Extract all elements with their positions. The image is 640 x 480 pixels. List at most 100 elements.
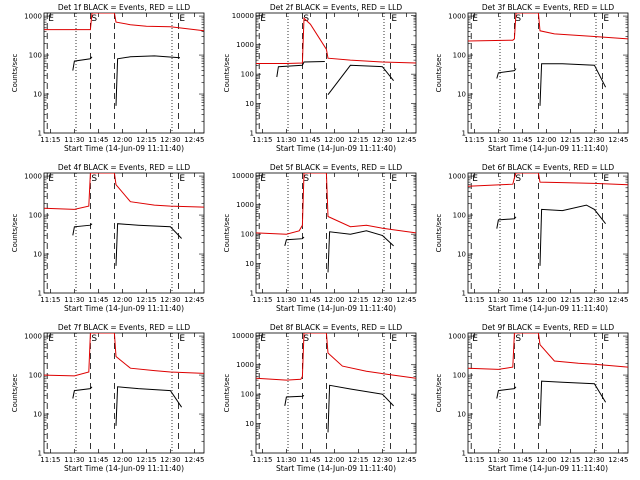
series-line-lld — [44, 333, 204, 377]
series-line-lld — [256, 173, 416, 235]
x-tick-label: 12:00 — [324, 296, 344, 304]
plot-frame — [467, 12, 629, 134]
panel-8: Det 8f BLACK = Events, RED = LLD 11:15 11:… — [223, 323, 416, 473]
marker-label: S — [303, 334, 309, 344]
x-tick-label: 12:30 — [160, 296, 180, 304]
y-tick-label: 1000 — [24, 173, 42, 181]
series-line-events — [496, 204, 606, 266]
x-tick-label: 11:15 — [464, 456, 484, 464]
y-tick-label: 1000 — [448, 333, 466, 341]
x-axis-label: Start Time (14-Jun-09 11:11:40) — [488, 304, 608, 313]
x-tick-label: 12:00 — [112, 296, 132, 304]
x-tick-label: 11:15 — [40, 456, 60, 464]
x-tick-label: 12:15 — [560, 456, 580, 464]
panel-6: Det 6f BLACK = Events, RED = LLD 11:15 11:… — [435, 163, 628, 313]
series-line-lld — [256, 17, 416, 64]
y-tick-label: 100 — [453, 372, 466, 380]
series-line-lld — [44, 13, 204, 32]
x-axis-label: Start Time (14-Jun-09 11:11:40) — [64, 464, 184, 473]
marker-label: S — [303, 174, 309, 184]
marker-label: E — [48, 14, 54, 24]
x-tick-label: 12:30 — [584, 456, 604, 464]
x-tick-label: 11:30 — [64, 136, 84, 144]
chart-title: Det 5f BLACK = Events, RED = LLD — [270, 163, 403, 172]
y-axis-label: Counts/sec — [11, 54, 19, 93]
x-tick-label: 12:00 — [112, 456, 132, 464]
plot-frame — [43, 12, 205, 134]
x-tick-label: 11:15 — [464, 136, 484, 144]
y-tick-label: 10 — [245, 100, 254, 108]
x-tick-label: 12:00 — [536, 456, 556, 464]
x-tick-label: 12:30 — [372, 296, 392, 304]
x-axis-label: Start Time (14-Jun-09 11:11:40) — [276, 144, 396, 153]
x-tick-label: 12:45 — [608, 296, 628, 304]
marker-label: S — [515, 14, 521, 24]
panel-9: Det 9f BLACK = Events, RED = LLD 11:15 11:… — [435, 323, 628, 473]
x-tick-label: 11:45 — [512, 296, 532, 304]
x-axis-label: Start Time (14-Jun-09 11:11:40) — [64, 144, 184, 153]
y-tick-label: 100 — [29, 212, 42, 220]
y-tick-label: 10000 — [232, 332, 254, 340]
x-tick-label: 12:30 — [372, 456, 392, 464]
plot-frame — [43, 172, 205, 294]
x-tick-label: 12:00 — [324, 456, 344, 464]
y-tick-label: 1000 — [236, 201, 254, 209]
x-tick-label: 11:15 — [40, 296, 60, 304]
marker-label: S — [91, 334, 97, 344]
marker-label: E — [179, 174, 185, 184]
x-tick-label: 11:15 — [252, 136, 272, 144]
marker-label: E — [472, 334, 478, 344]
y-tick-label: 1 — [462, 450, 466, 458]
y-tick-label: 100 — [453, 52, 466, 60]
series-line-events — [72, 223, 182, 266]
x-axis-label: Start Time (14-Jun-09 11:11:40) — [64, 304, 184, 313]
panel-5: Det 5f BLACK = Events, RED = LLD 11:15 11:… — [223, 163, 416, 313]
y-axis-label: Counts/sec — [435, 54, 443, 93]
y-tick-label: 1 — [250, 130, 254, 138]
marker-label: E — [391, 334, 397, 344]
plot-frame — [255, 332, 417, 454]
x-tick-label: 11:45 — [512, 456, 532, 464]
y-tick-label: 10 — [245, 260, 254, 268]
x-tick-label: 11:45 — [88, 296, 108, 304]
plot-frame — [467, 332, 629, 454]
x-tick-label: 11:45 — [88, 136, 108, 144]
chart-title: Det 8f BLACK = Events, RED = LLD — [270, 323, 403, 332]
y-tick-label: 10 — [457, 251, 466, 259]
y-tick-label: 1000 — [236, 41, 254, 49]
x-tick-label: 11:30 — [64, 296, 84, 304]
x-tick-label: 12:15 — [560, 296, 580, 304]
marker-label: E — [391, 14, 397, 24]
x-tick-label: 12:30 — [584, 136, 604, 144]
y-tick-label: 1 — [38, 290, 42, 298]
x-tick-label: 11:45 — [300, 136, 320, 144]
marker-label: E — [391, 174, 397, 184]
chart-title: Det 3f BLACK = Events, RED = LLD — [482, 3, 615, 12]
y-tick-label: 100 — [241, 391, 254, 399]
y-axis-label: Counts/sec — [435, 214, 443, 253]
x-tick-label: 11:30 — [488, 296, 508, 304]
x-tick-label: 12:30 — [160, 456, 180, 464]
marker-label: E — [603, 174, 609, 184]
panel-1: Det 1f BLACK = Events, RED = LLD 11:15 11:… — [11, 3, 204, 153]
x-tick-label: 12:15 — [136, 136, 156, 144]
y-tick-label: 10 — [245, 420, 254, 428]
chart-title: Det 4f BLACK = Events, RED = LLD — [58, 163, 191, 172]
panel-7: Det 7f BLACK = Events, RED = LLD 11:15 11:… — [11, 323, 204, 473]
x-axis-label: Start Time (14-Jun-09 11:11:40) — [276, 304, 396, 313]
x-tick-label: 11:15 — [252, 456, 272, 464]
marker-label: E — [260, 14, 266, 24]
x-tick-label: 12:15 — [348, 456, 368, 464]
y-tick-label: 1000 — [24, 333, 42, 341]
y-tick-label: 1 — [250, 290, 254, 298]
x-tick-label: 12:45 — [396, 296, 416, 304]
y-axis-label: Counts/sec — [11, 374, 19, 413]
x-tick-label: 11:45 — [300, 456, 320, 464]
y-tick-label: 100 — [29, 52, 42, 60]
marker-label: E — [48, 174, 54, 184]
y-axis-label: Counts/sec — [223, 54, 231, 93]
y-tick-label: 1000 — [24, 13, 42, 21]
marker-label: E — [472, 174, 478, 184]
x-axis-label: Start Time (14-Jun-09 11:11:40) — [488, 144, 608, 153]
